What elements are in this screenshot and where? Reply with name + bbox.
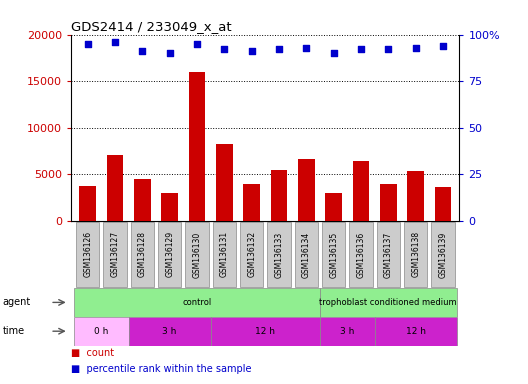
- Point: [384, 46, 392, 53]
- Text: GDS2414 / 233049_x_at: GDS2414 / 233049_x_at: [71, 20, 232, 33]
- FancyBboxPatch shape: [103, 222, 127, 287]
- Text: GSM136134: GSM136134: [302, 231, 311, 278]
- FancyBboxPatch shape: [375, 317, 457, 346]
- Text: 0 h: 0 h: [94, 327, 109, 336]
- Text: 12 h: 12 h: [406, 327, 426, 336]
- Text: trophoblast conditioned medium: trophoblast conditioned medium: [319, 298, 457, 307]
- Bar: [134, 179, 150, 221]
- FancyBboxPatch shape: [320, 317, 375, 346]
- Text: GSM136139: GSM136139: [438, 231, 447, 278]
- Text: 3 h: 3 h: [163, 327, 177, 336]
- Text: GSM136136: GSM136136: [356, 231, 365, 278]
- Text: GSM136138: GSM136138: [411, 231, 420, 278]
- Text: GSM136127: GSM136127: [110, 231, 119, 278]
- Point: [357, 46, 365, 53]
- FancyBboxPatch shape: [74, 288, 320, 317]
- Point: [165, 50, 174, 56]
- Point: [411, 45, 420, 51]
- Text: GSM136137: GSM136137: [384, 231, 393, 278]
- Point: [329, 50, 338, 56]
- Point: [302, 45, 310, 51]
- FancyBboxPatch shape: [129, 317, 211, 346]
- FancyBboxPatch shape: [295, 222, 318, 287]
- Bar: [189, 72, 205, 221]
- Text: 3 h: 3 h: [340, 327, 354, 336]
- Text: time: time: [3, 326, 25, 336]
- Bar: [216, 144, 232, 221]
- Point: [83, 41, 92, 47]
- Text: GSM136129: GSM136129: [165, 231, 174, 278]
- FancyBboxPatch shape: [350, 222, 373, 287]
- Text: agent: agent: [3, 297, 31, 308]
- Bar: [80, 186, 96, 221]
- FancyBboxPatch shape: [213, 222, 236, 287]
- Bar: [107, 155, 123, 221]
- Text: 12 h: 12 h: [256, 327, 275, 336]
- FancyBboxPatch shape: [376, 222, 400, 287]
- Point: [138, 48, 147, 55]
- FancyBboxPatch shape: [211, 317, 320, 346]
- FancyBboxPatch shape: [131, 222, 154, 287]
- Text: GSM136126: GSM136126: [83, 231, 92, 278]
- FancyBboxPatch shape: [185, 222, 209, 287]
- Text: GSM136130: GSM136130: [193, 231, 202, 278]
- Text: GSM136128: GSM136128: [138, 232, 147, 277]
- FancyBboxPatch shape: [404, 222, 427, 287]
- Point: [275, 46, 283, 53]
- Bar: [243, 184, 260, 221]
- Bar: [353, 161, 369, 221]
- Bar: [325, 193, 342, 221]
- FancyBboxPatch shape: [322, 222, 345, 287]
- FancyBboxPatch shape: [74, 317, 129, 346]
- Bar: [380, 184, 397, 221]
- FancyBboxPatch shape: [76, 222, 99, 287]
- Text: GSM136133: GSM136133: [275, 231, 284, 278]
- FancyBboxPatch shape: [158, 222, 181, 287]
- Bar: [162, 193, 178, 221]
- Bar: [271, 170, 287, 221]
- Point: [220, 46, 229, 53]
- Text: GSM136135: GSM136135: [329, 231, 338, 278]
- FancyBboxPatch shape: [267, 222, 290, 287]
- FancyBboxPatch shape: [320, 288, 457, 317]
- Point: [248, 48, 256, 55]
- Point: [111, 39, 119, 45]
- Text: GSM136131: GSM136131: [220, 231, 229, 278]
- Bar: [298, 159, 315, 221]
- FancyBboxPatch shape: [431, 222, 455, 287]
- Point: [193, 41, 201, 47]
- Text: ■  count: ■ count: [71, 348, 115, 358]
- Bar: [408, 171, 424, 221]
- Text: control: control: [182, 298, 212, 307]
- FancyBboxPatch shape: [240, 222, 263, 287]
- Text: GSM136132: GSM136132: [247, 231, 256, 278]
- Text: ■  percentile rank within the sample: ■ percentile rank within the sample: [71, 364, 252, 374]
- Point: [439, 43, 447, 49]
- Bar: [435, 187, 451, 221]
